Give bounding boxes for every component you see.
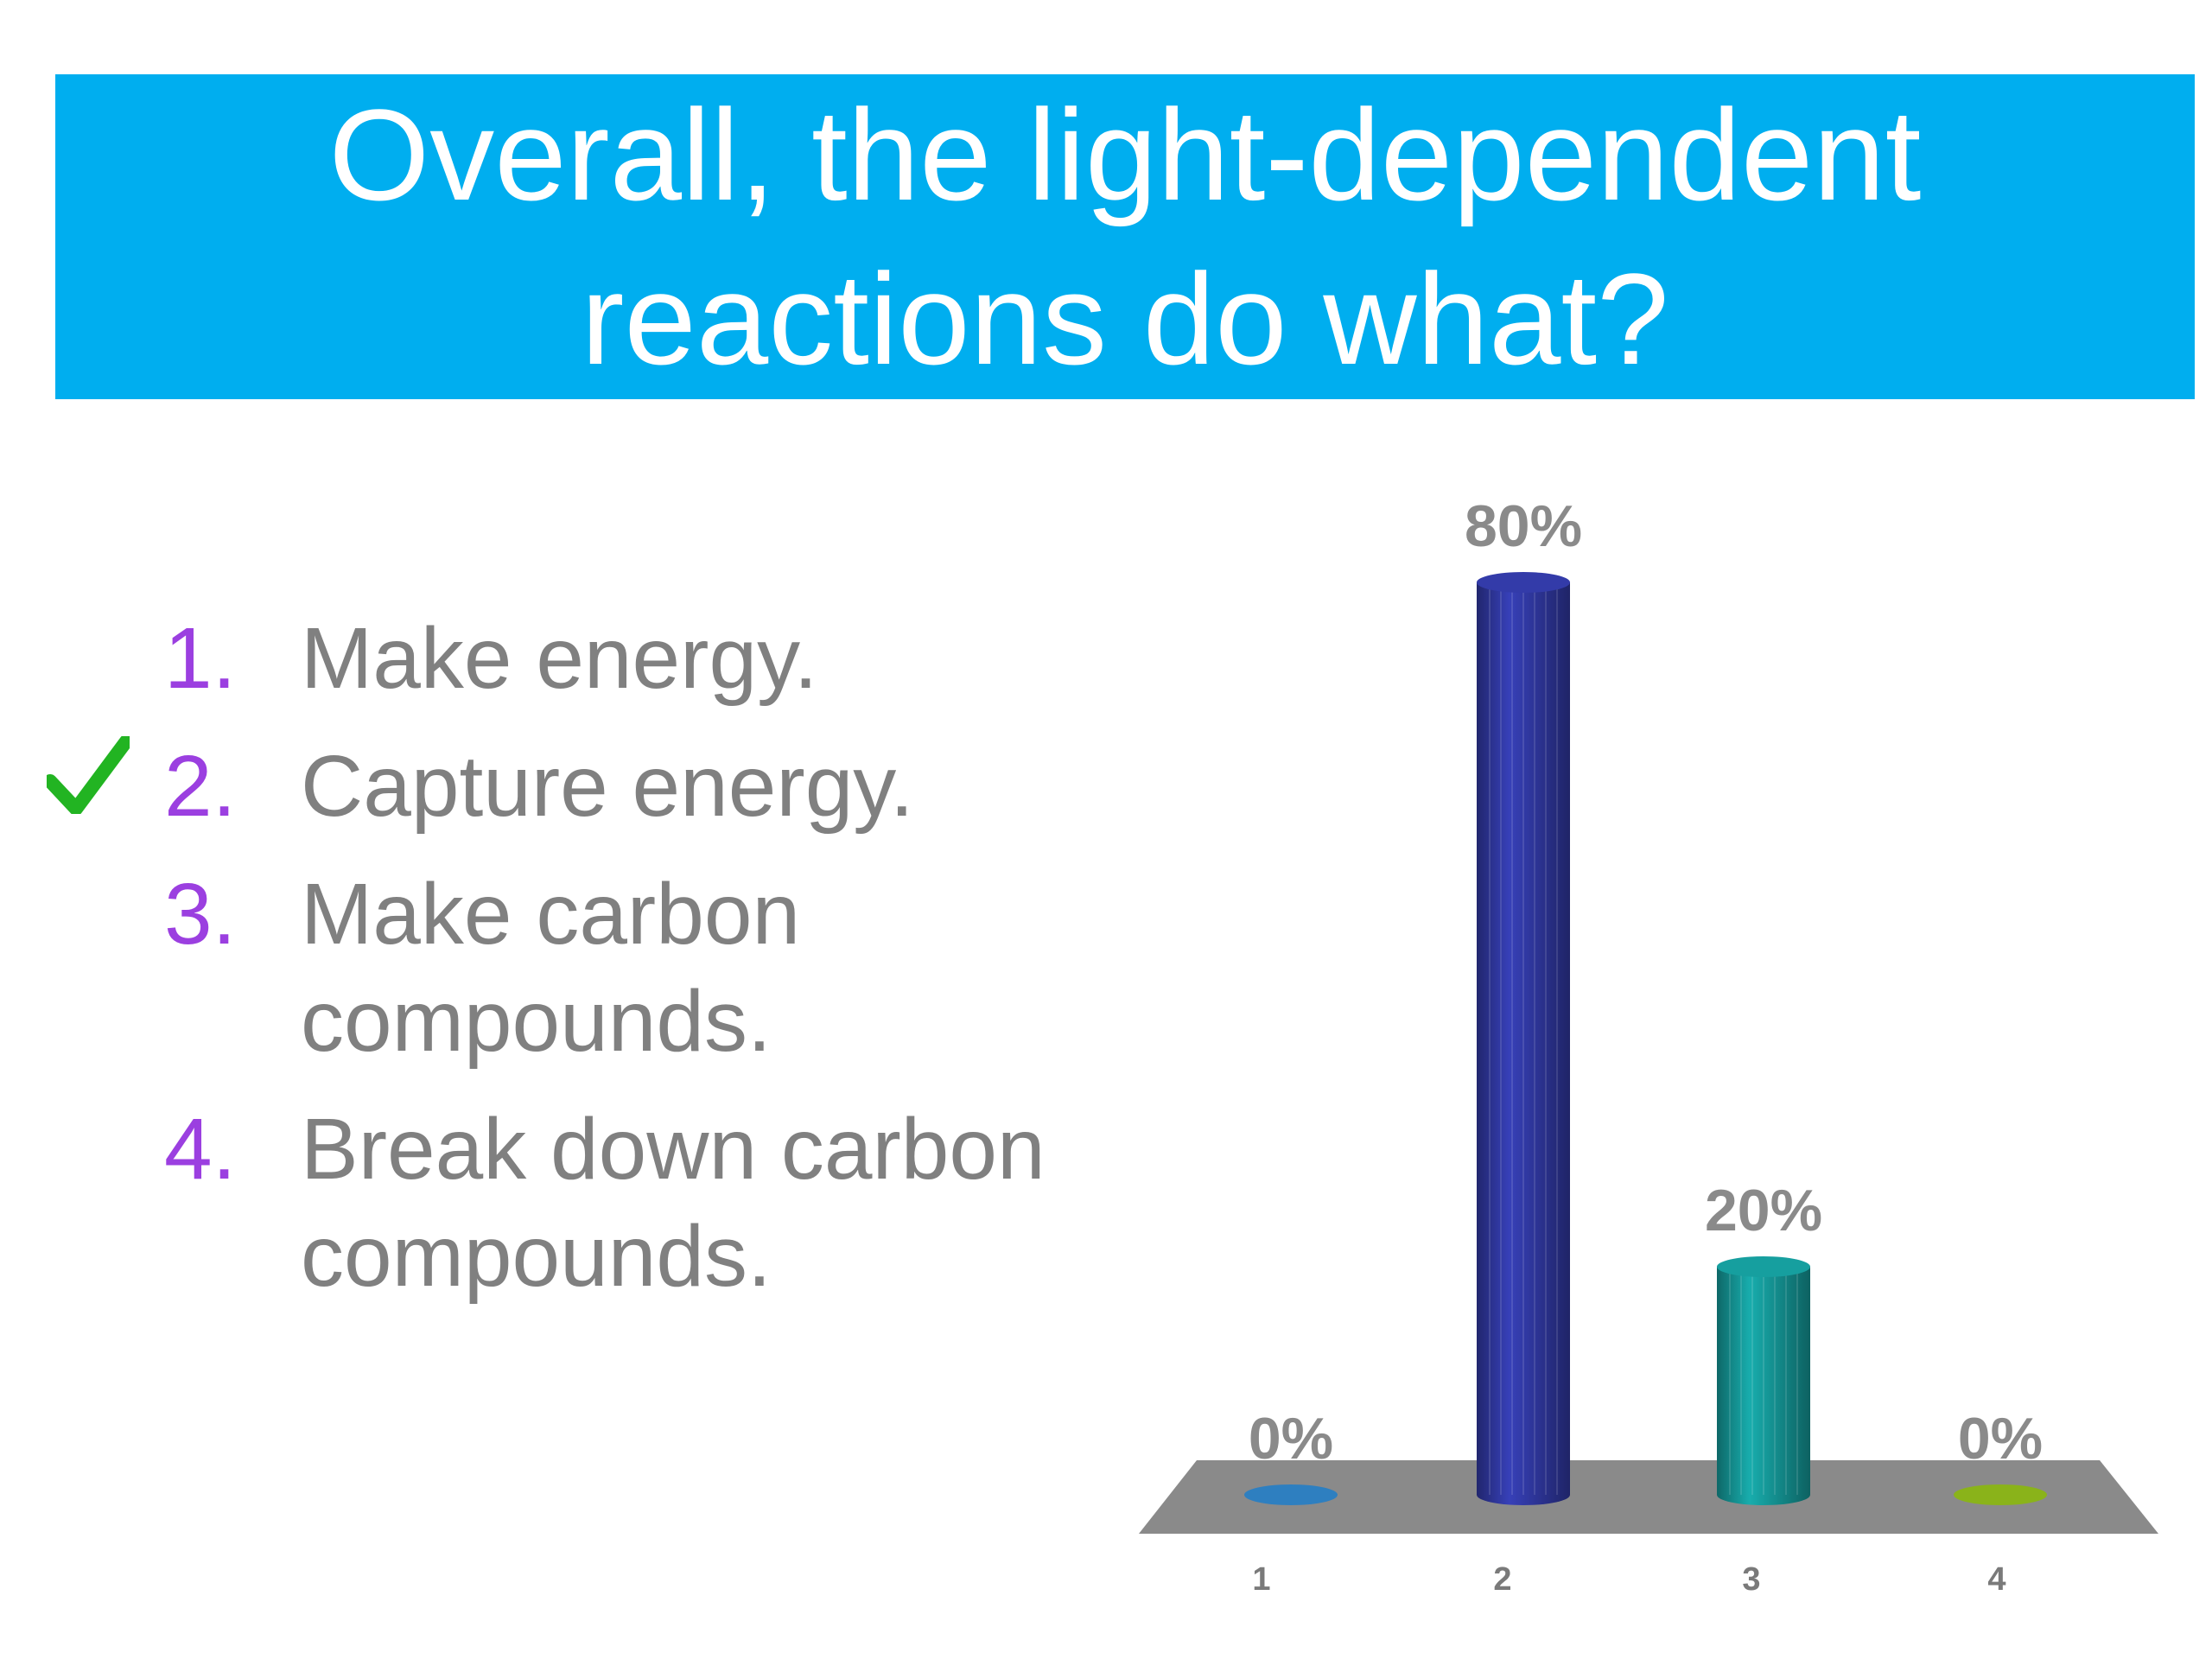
bar-2-value-label: 80% [1465, 493, 1582, 559]
option-3-text: Make carbon compounds. [301, 861, 1208, 1075]
category-label-2: 2 [1493, 1561, 1511, 1598]
bar-3 [1717, 1267, 1810, 1505]
option-2: 2. Capture energy. [164, 733, 1208, 840]
category-label-1: 1 [1252, 1561, 1270, 1598]
option-3: 3. Make carbon compounds. [164, 861, 1208, 1075]
option-4: 4. Break down carbon compounds. [164, 1096, 1208, 1310]
option-3-line-1: Make carbon [301, 866, 801, 963]
option-2-number: 2. [164, 738, 237, 835]
option-4-line-2: compounds. [301, 1208, 772, 1305]
bar-2 [1477, 582, 1570, 1505]
option-2-text: Capture energy. [301, 733, 1208, 840]
chart-floor [1139, 1460, 2158, 1534]
option-4-text: Break down carbon compounds. [301, 1096, 1208, 1310]
option-3-line-2: compounds. [301, 973, 772, 1070]
option-4-line-1: Break down carbon [301, 1101, 1046, 1198]
bar-3-value-label: 20% [1705, 1178, 1822, 1243]
bar-3-top [1717, 1256, 1810, 1277]
bar-4-value-label: 0% [1958, 1406, 2043, 1471]
option-1-number: 1. [164, 610, 237, 707]
answer-options: 1. Make energy. 2. Capture energy. 3. Ma… [47, 610, 1046, 1305]
option-1: 1. Make energy. [164, 605, 1208, 712]
category-label-4: 4 [1987, 1561, 2005, 1598]
option-4-number: 4. [164, 1101, 237, 1198]
bar-1 [1244, 1484, 1338, 1505]
bar-1-value-label: 0% [1249, 1406, 1333, 1471]
bar-4 [1954, 1484, 2047, 1505]
question-banner: Overall, the light-dependent reactions d… [55, 74, 2195, 399]
option-2-line-1: Capture energy. [301, 738, 914, 835]
checkmark-icon [47, 736, 130, 814]
question-title-line-2: reactions do what? [581, 246, 1669, 391]
bar-2-top [1477, 572, 1570, 593]
category-label-3: 3 [1742, 1561, 1760, 1598]
chart-marks: 0% 1 80% 2 20% 3 0% 4 [1244, 493, 2047, 1598]
option-3-number: 3. [164, 866, 237, 963]
question-title-line-1: Overall, the light-dependent [328, 82, 1922, 227]
option-1-line-1: Make energy. [301, 610, 818, 707]
option-1-text: Make energy. [301, 605, 1208, 712]
